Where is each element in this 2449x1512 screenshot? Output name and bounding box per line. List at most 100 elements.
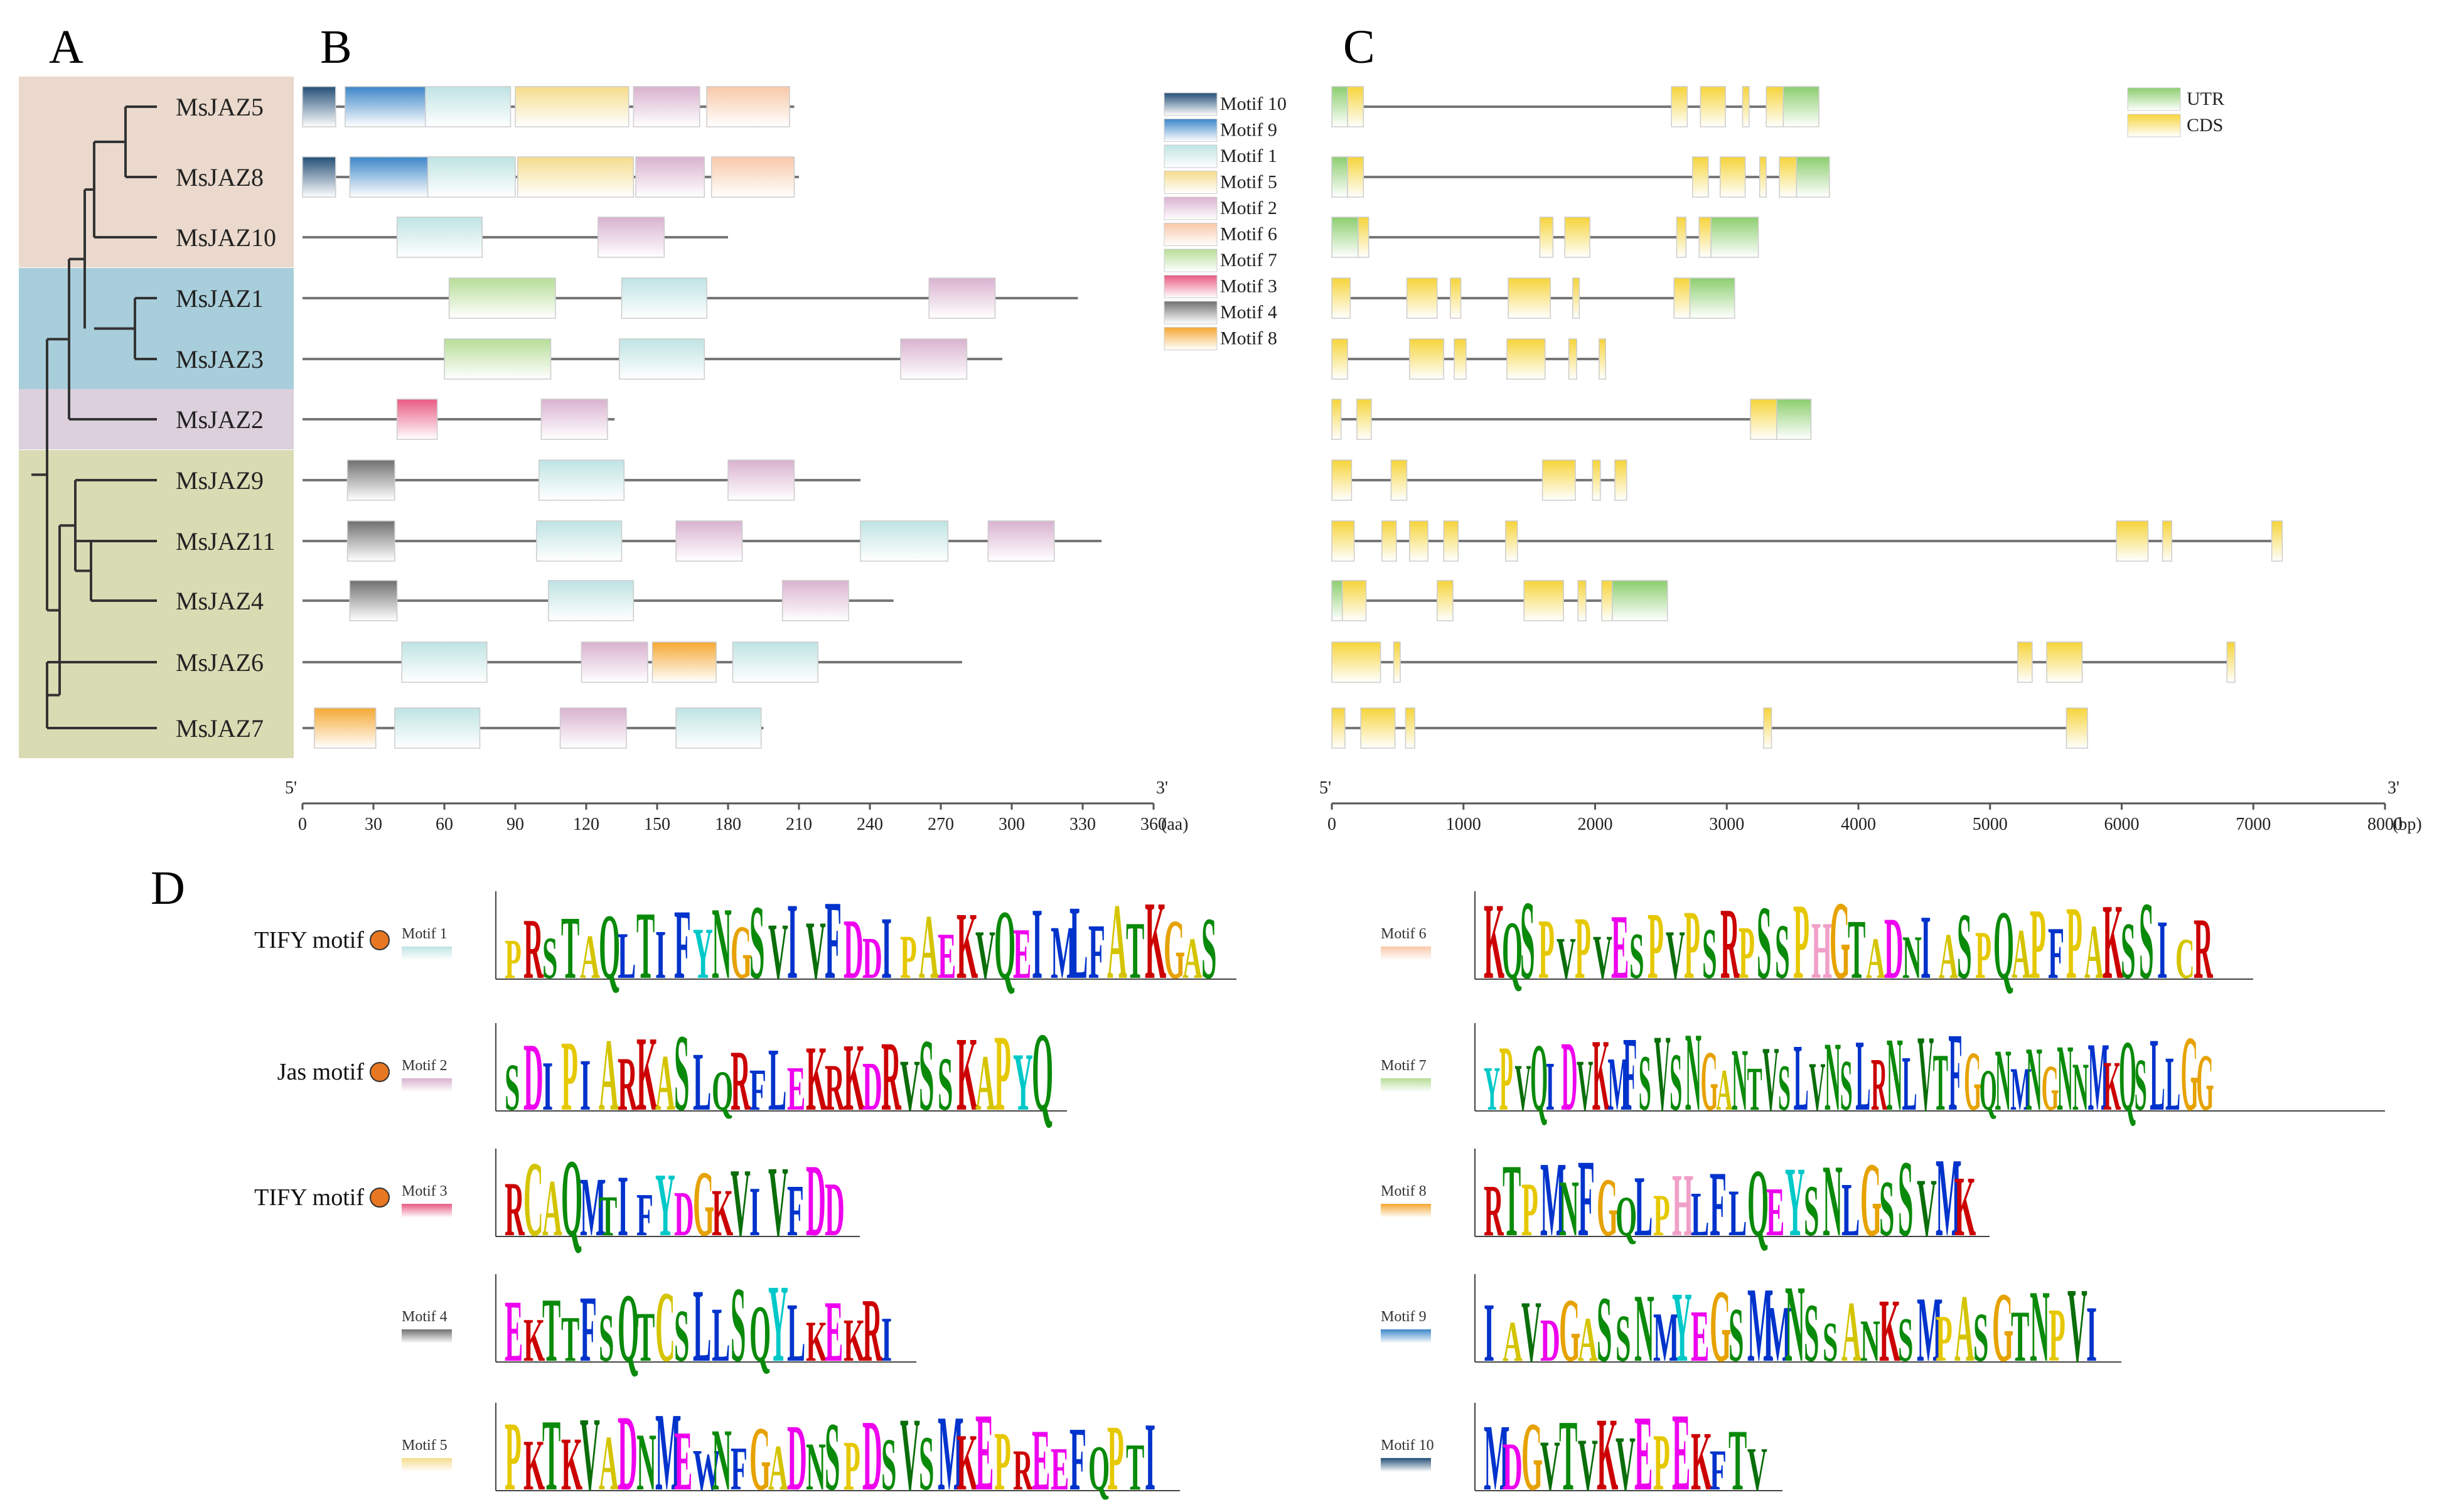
cds-box (1763, 707, 1772, 749)
logo-residue: K (806, 1309, 827, 1373)
motif-box-motif-2 (540, 399, 608, 440)
motif-name-label: Motif 9 (1381, 1309, 1427, 1325)
logo-residue: F (1710, 1438, 1727, 1502)
motif-box-motif-1 (547, 580, 635, 621)
logo-residue: P (994, 1414, 1011, 1508)
legend-label-utr: UTR (2187, 88, 2224, 109)
legend-label-motif-5: Motif 5 (1220, 172, 1277, 193)
motif-name-swatch (402, 1458, 452, 1472)
logo-residue: F (1623, 1015, 1637, 1133)
logo-residue: M (1917, 1277, 1943, 1381)
logo-residue: R (505, 1167, 525, 1253)
axis-tick-label: 90 (506, 815, 524, 834)
legend-swatch (1164, 275, 1218, 298)
logo-residue: G (1860, 1140, 1882, 1258)
protein-row-msjaz7 (303, 707, 764, 749)
logo-motif-8: Motif 8 RT P MNF GQL P HL F L QE YS NL GS S VMK (1381, 1135, 1990, 1260)
axis-tick-label: 3000 (1709, 815, 1744, 834)
logo-residue: M (1607, 1043, 1629, 1127)
gene-label-msjaz1: MsJAZ1 (176, 284, 264, 313)
logo-residue: I (2086, 1289, 2097, 1378)
logo-residue: V (580, 1395, 600, 1512)
cds-box (2066, 707, 2088, 749)
logo-residue: V (1666, 918, 1685, 994)
utr-box (1776, 399, 1812, 440)
motif-marker-dot (370, 1188, 390, 1208)
logo-residue: V (1809, 1048, 1825, 1125)
logo-residue: P (2066, 885, 2082, 1001)
logo-residue: T (2011, 1297, 2029, 1377)
logo-residue: P (1975, 917, 1991, 993)
motif-name-swatch (1381, 1204, 1431, 1218)
cds-box (1700, 86, 1726, 127)
cds-box (1539, 217, 1554, 258)
logo-residue: T (542, 1280, 560, 1381)
logo-residue: E (1634, 1394, 1653, 1512)
logo-residue: N (1685, 1010, 1701, 1135)
gene-label-msjaz4: MsJAZ4 (176, 587, 264, 615)
logo-residue: S (825, 1402, 840, 1511)
cds-box (1331, 520, 1355, 562)
logo-residue: K (957, 1015, 978, 1133)
logo-residue: M (1936, 1135, 1962, 1260)
logo-residue: V (1578, 1424, 1598, 1506)
logo-residue: Q (1980, 1058, 1997, 1123)
logo-residue: G (1964, 1033, 1981, 1129)
logo-residue: S (1898, 1137, 1913, 1260)
motif-box-motif-3 (396, 399, 438, 440)
axis-5prime: 5' (285, 778, 297, 798)
logo-residue: S (1898, 1305, 1913, 1375)
logo-residue: K (1597, 1397, 1618, 1512)
logo-residue: L (2165, 1040, 2180, 1127)
motif-legend: Motif 10 Motif 9 Motif 1 Motif 5 Motif 2 Moti… (1164, 92, 1287, 350)
logo-residue: L (1855, 1019, 1870, 1132)
logo-residue: Y (768, 1262, 788, 1385)
logo-residue: T (636, 893, 655, 999)
motif-box-motif-9 (345, 86, 426, 127)
axis-unit: (bp) (2393, 815, 2422, 834)
logo-residue: M (2088, 1022, 2109, 1132)
cds-box (1358, 217, 1369, 258)
logo-residue: S (1728, 1292, 1744, 1378)
logo-residue: P (1936, 1302, 1953, 1376)
gene-structure-row-msjaz2 (1331, 399, 1812, 440)
logo-residue: T (1933, 1037, 1948, 1127)
motif-name-label: Motif 10 (1381, 1437, 1434, 1454)
logo-residue: R (825, 1051, 845, 1125)
logo-residue: A (919, 896, 939, 999)
motif-name-label: Motif 8 (1381, 1183, 1427, 1199)
logo-residue: A (1182, 926, 1203, 991)
logo-residue: V (768, 906, 788, 995)
cds-box (1572, 277, 1580, 319)
logo-residue: E (1611, 896, 1629, 999)
motif-box-motif-1 (396, 217, 483, 258)
logo-residue: S (1201, 899, 1216, 997)
logo-residue: M (1766, 1289, 1793, 1378)
logo-residue: Q (561, 1136, 582, 1259)
logo-residue: S (1879, 1164, 1894, 1253)
logo-residue: N (1902, 923, 1922, 992)
cds-box (1505, 520, 1518, 562)
logo-residue: M (580, 1160, 606, 1253)
logo-residue: S (599, 1300, 614, 1376)
legend-swatch (2127, 87, 2181, 111)
cds-box (1390, 459, 1408, 501)
logo-residue: G (2196, 1037, 2214, 1127)
legend-swatch (1164, 119, 1218, 142)
logo-residue: Q (1993, 891, 2014, 999)
logo-residue: S (1804, 1287, 1819, 1379)
cds-box (2162, 520, 2172, 562)
logo-residue: E (787, 1054, 805, 1123)
logo-residue: G (1710, 1269, 1731, 1384)
logo-residue: R (1013, 1438, 1033, 1502)
motif-name-label: Motif 3 (402, 1183, 447, 1199)
logo-residue: V (975, 917, 995, 994)
logo-residue: G (749, 1408, 771, 1509)
axis-tick-label: 60 (436, 815, 453, 834)
axis-tick-label: 270 (928, 815, 954, 834)
logo-residue: S (1775, 908, 1790, 995)
logo-residue: L (1794, 1025, 1809, 1131)
logo-residue: Q (599, 894, 620, 998)
gene-structure-row-msjaz11 (1331, 520, 2283, 562)
